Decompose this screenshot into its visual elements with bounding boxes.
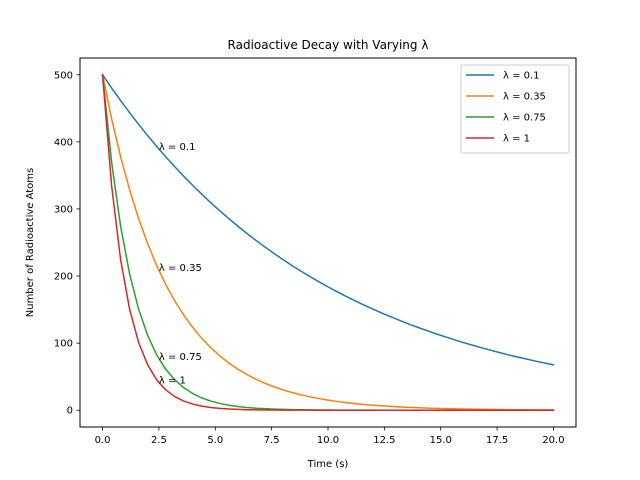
annotation-0: λ = 0.1	[159, 142, 196, 153]
x-tick-label-0: 0.0	[95, 435, 111, 446]
annotation-3: λ = 1	[159, 376, 186, 387]
x-tick-label-2: 5.0	[207, 435, 223, 446]
x-tick-label-7: 17.5	[486, 435, 508, 446]
x-tick-label-1: 2.5	[151, 435, 167, 446]
annotation-layer: λ = 0.1 λ = 0.35 λ = 0.75 λ = 1	[159, 142, 202, 387]
y-tick-label-1: 100	[54, 339, 73, 350]
legend-label-0: λ = 0.1	[503, 71, 540, 82]
y-tick-label-3: 300	[54, 204, 73, 215]
y-tick-label-2: 200	[54, 272, 73, 283]
legend: λ = 0.1 λ = 0.35 λ = 0.75 λ = 1	[460, 64, 570, 154]
annotation-2: λ = 0.75	[159, 352, 202, 363]
legend-label-1: λ = 0.35	[503, 92, 546, 103]
x-axis: 0.0 2.5 5.0 7.5 10.0 12.5 15.0 17.5 20.0	[95, 427, 565, 446]
legend-label-2: λ = 0.75	[503, 113, 546, 124]
y-tick-label-5: 500	[54, 70, 73, 81]
series-line-0	[101, 73, 555, 366]
y-tick-label-4: 400	[54, 137, 73, 148]
y-tick-label-0: 0	[67, 406, 73, 417]
legend-frame	[460, 64, 570, 154]
x-tick-label-6: 15.0	[430, 435, 452, 446]
x-tick-label-4: 10.0	[317, 435, 339, 446]
x-tick-label-5: 12.5	[373, 435, 395, 446]
legend-label-3: λ = 1	[503, 134, 530, 145]
x-axis-label: Time (s)	[307, 459, 349, 470]
annotation-1: λ = 0.35	[159, 263, 202, 274]
x-tick-label-8: 20.0	[542, 435, 564, 446]
series-line-1	[101, 73, 555, 411]
y-axis: 0 100 200 300 400 500	[54, 70, 80, 417]
series-line-3	[101, 73, 555, 411]
x-tick-label-3: 7.5	[264, 435, 280, 446]
chart-title: Radioactive Decay with Varying λ	[228, 38, 429, 52]
series-layer	[101, 73, 555, 411]
y-axis-label: Number of Radioactive Atoms	[25, 168, 36, 318]
